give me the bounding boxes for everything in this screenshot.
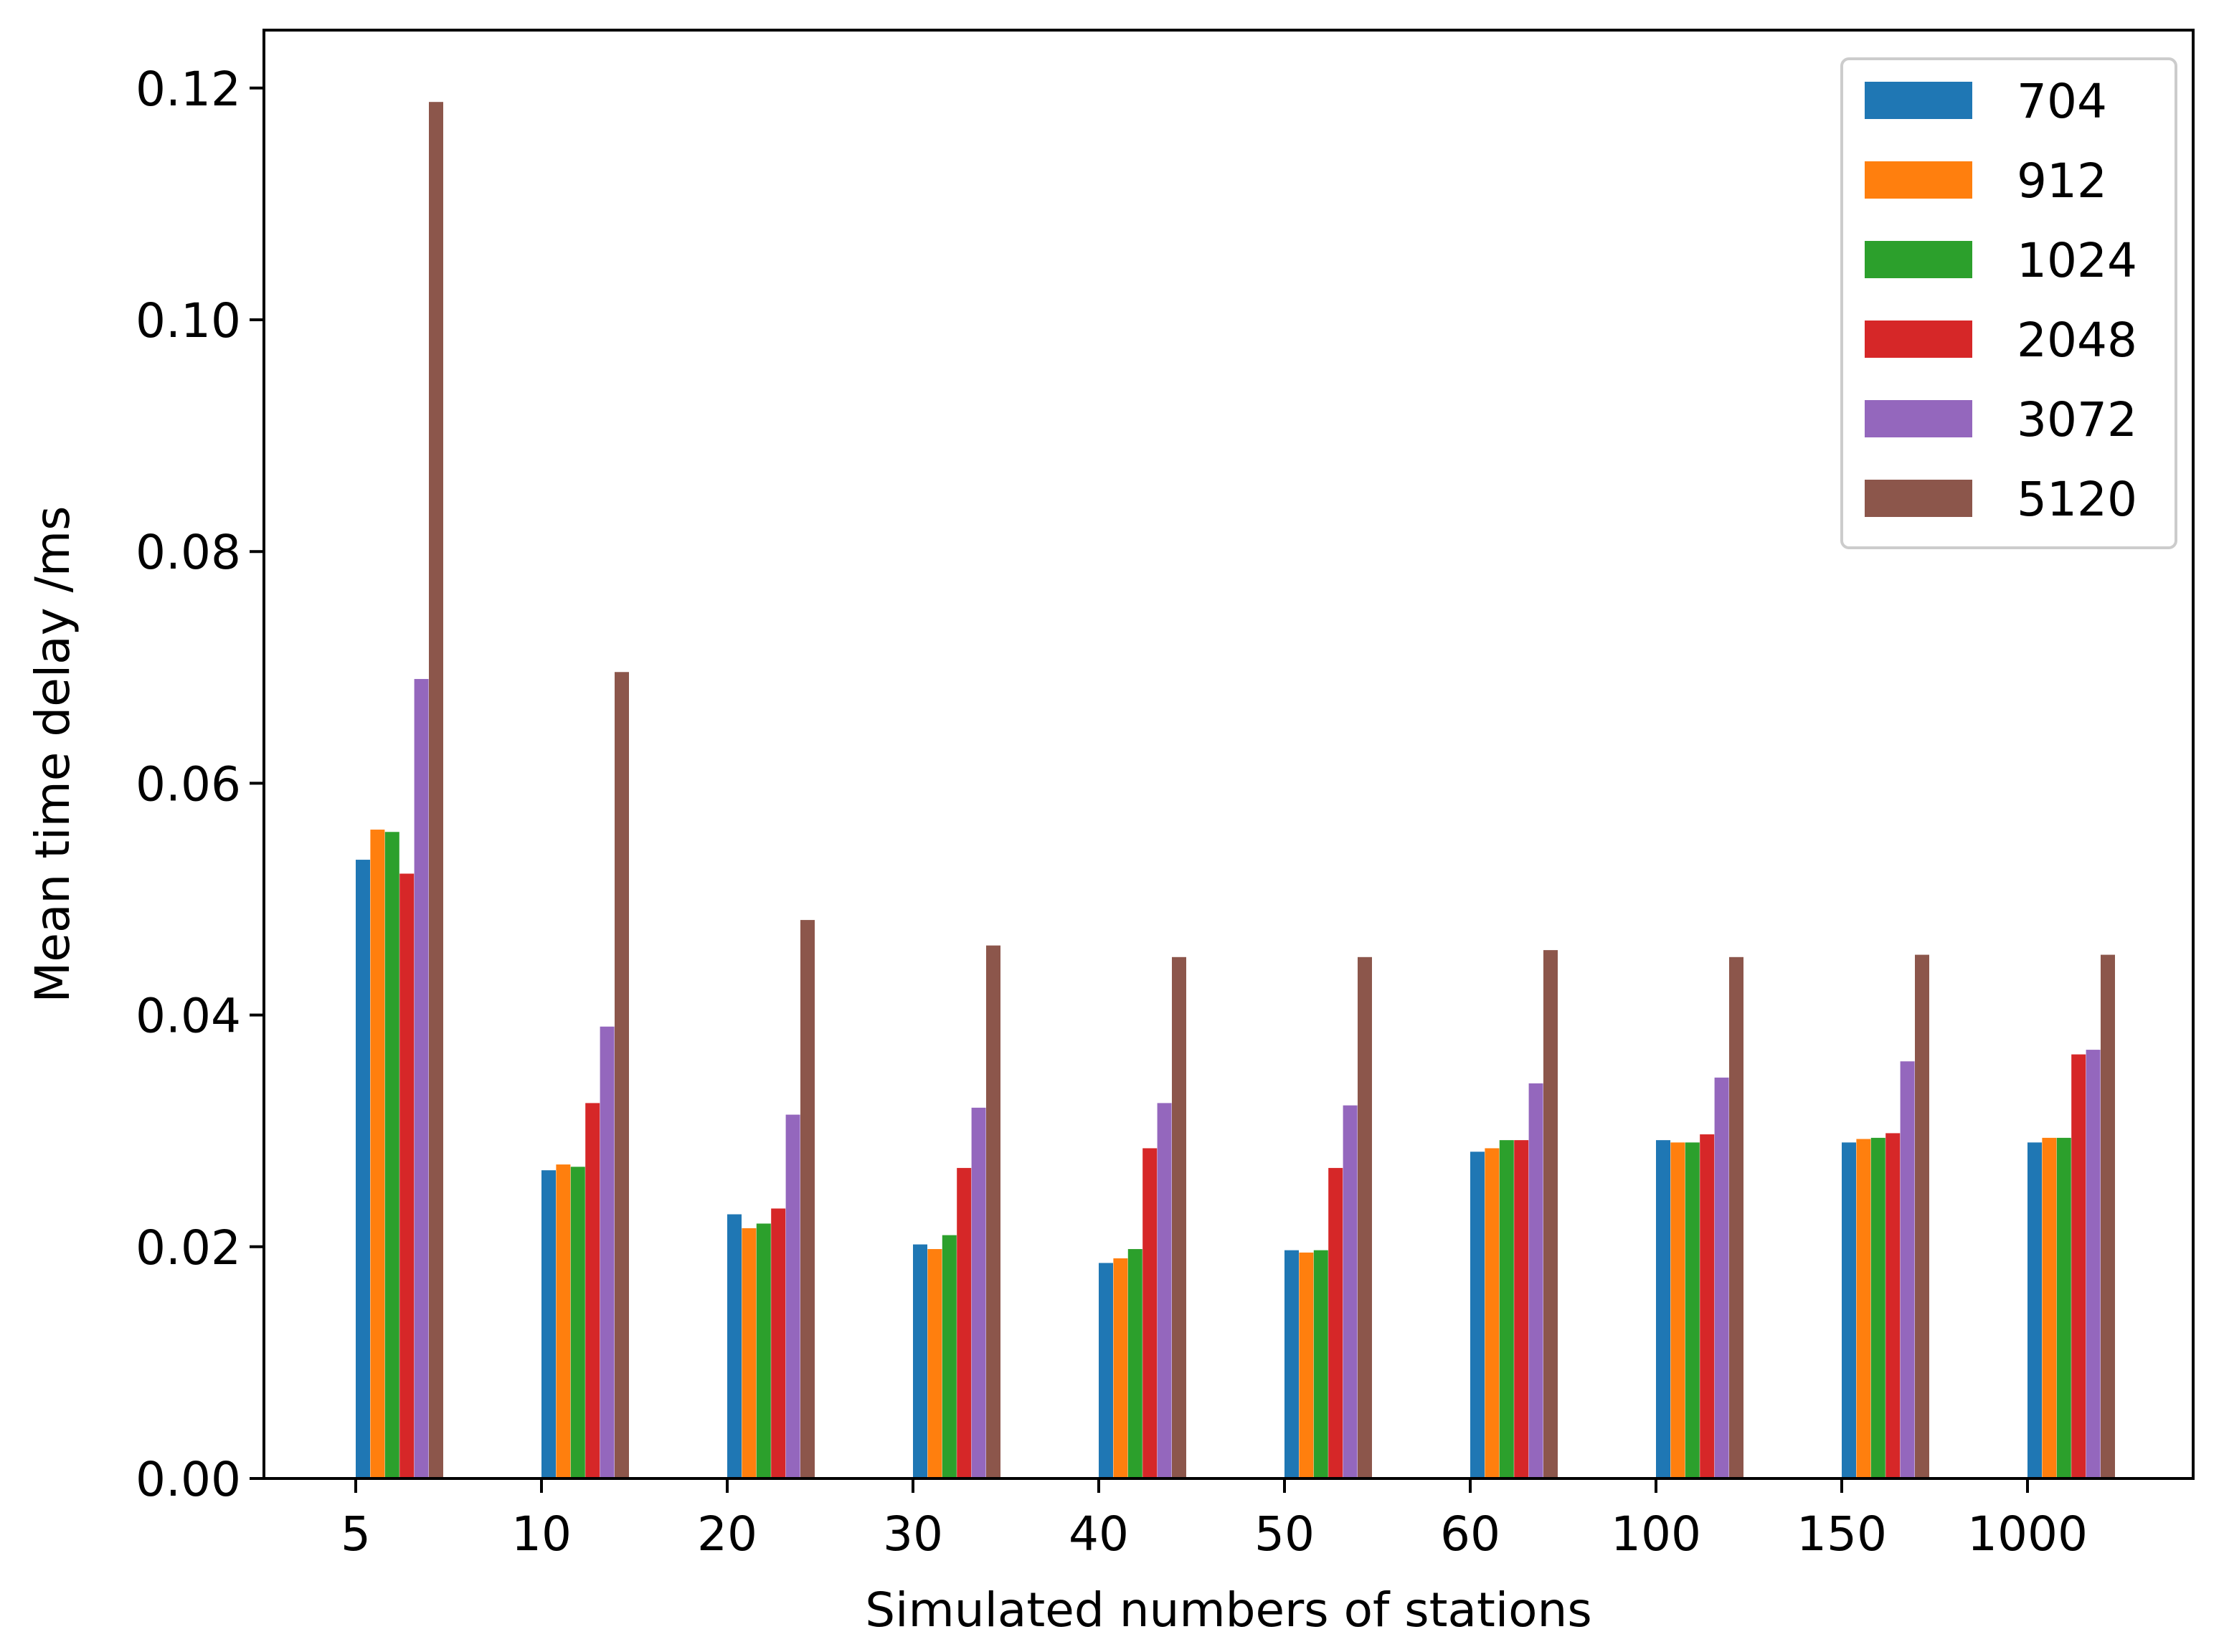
x-tick-label: 20	[697, 1506, 757, 1562]
bar-912-5	[370, 830, 385, 1478]
bar-3072-60	[1528, 1083, 1543, 1478]
bar-2048-30	[957, 1167, 972, 1478]
bar-704-60	[1470, 1152, 1485, 1478]
bar-912-40	[1113, 1258, 1128, 1478]
y-tick-label: 0.12	[136, 62, 241, 117]
legend-swatch-2048	[1865, 321, 1972, 358]
bar-912-1000	[2042, 1137, 2057, 1478]
bar-2048-5	[399, 873, 415, 1478]
bar-704-5	[356, 860, 370, 1478]
bar-2048-10	[585, 1103, 600, 1478]
bar-3072-30	[971, 1107, 986, 1478]
x-tick-label: 1000	[1967, 1506, 2088, 1562]
y-tick-label: 0.04	[136, 989, 241, 1044]
bar-704-100	[1656, 1140, 1670, 1478]
y-tick-label: 0.08	[136, 525, 241, 580]
bar-2048-100	[1700, 1134, 1715, 1478]
bar-5120-60	[1543, 950, 1558, 1478]
bar-2048-1000	[2071, 1054, 2086, 1478]
bar-704-150	[1842, 1142, 1856, 1478]
bar-5120-5	[429, 102, 443, 1478]
bar-1024-50	[1313, 1250, 1328, 1478]
bar-5120-30	[986, 945, 1000, 1478]
bar-1024-20	[756, 1223, 771, 1478]
bar-5120-1000	[2101, 954, 2115, 1478]
bar-5120-100	[1729, 956, 1743, 1478]
legend-label-1024: 1024	[2017, 233, 2137, 288]
bar-3072-10	[600, 1026, 615, 1478]
y-tick-label: 0.10	[136, 293, 241, 348]
bar-3072-1000	[2086, 1050, 2101, 1478]
x-tick-label: 5	[341, 1506, 371, 1562]
bar-1024-1000	[2056, 1137, 2071, 1478]
bar-704-40	[1099, 1263, 1113, 1478]
y-axis-label: Mean time delay /ms	[25, 505, 80, 1002]
bar-2048-50	[1328, 1167, 1343, 1478]
bar-704-1000	[2027, 1142, 2042, 1478]
bar-912-150	[1856, 1139, 1871, 1478]
x-tick-label: 60	[1440, 1506, 1500, 1562]
legend-label-2048: 2048	[2017, 313, 2137, 368]
bar-912-10	[556, 1164, 571, 1478]
bar-912-30	[927, 1249, 942, 1478]
bar-704-20	[727, 1214, 742, 1478]
bar-704-50	[1284, 1250, 1299, 1478]
x-axis-label: Simulated numbers of stations	[865, 1582, 1592, 1638]
bar-2048-20	[771, 1208, 786, 1478]
bar-704-10	[541, 1170, 556, 1478]
x-tick-label: 150	[1797, 1506, 1887, 1562]
legend-label-912: 912	[2017, 153, 2107, 209]
bar-5120-10	[615, 672, 629, 1479]
x-tick-label: 40	[1069, 1506, 1129, 1562]
bar-1024-60	[1499, 1140, 1514, 1478]
legend-label-5120: 5120	[2017, 472, 2137, 527]
bar-3072-100	[1714, 1077, 1729, 1478]
bar-3072-20	[785, 1114, 800, 1478]
y-tick-label: 0.06	[136, 756, 241, 812]
bar-1024-40	[1127, 1249, 1142, 1478]
y-tick-label: 0.02	[136, 1220, 241, 1276]
bar-3072-40	[1157, 1103, 1172, 1478]
bar-704-30	[913, 1244, 927, 1478]
legend-swatch-912	[1865, 161, 1972, 199]
legend-swatch-704	[1865, 82, 1972, 119]
bar-5120-50	[1358, 956, 1372, 1478]
y-tick-label: 0.00	[136, 1452, 241, 1507]
x-tick-label: 10	[511, 1506, 572, 1562]
bars-layer	[356, 102, 2115, 1479]
legend-label-3072: 3072	[2017, 392, 2137, 447]
bar-5120-40	[1172, 956, 1186, 1478]
bar-912-50	[1299, 1252, 1314, 1478]
bar-2048-40	[1142, 1148, 1158, 1478]
x-axis: 5 10 20 30 40 50 60 100 150 1000	[341, 1478, 2088, 1562]
y-axis: 0.00 0.02 0.04 0.06 0.08 0.10 0.12	[136, 62, 264, 1507]
bar-3072-5	[414, 678, 429, 1479]
bar-1024-30	[942, 1235, 957, 1478]
x-tick-label: 30	[883, 1506, 943, 1562]
bar-912-20	[742, 1228, 757, 1478]
legend-swatch-1024	[1865, 241, 1972, 278]
bar-5120-150	[1915, 954, 1929, 1478]
bar-3072-50	[1343, 1105, 1358, 1478]
legend-swatch-3072	[1865, 400, 1972, 437]
legend: 704 912 1024 2048 3072 5120	[1840, 57, 2177, 549]
x-tick-label: 100	[1611, 1506, 1701, 1562]
bar-3072-150	[1900, 1061, 1915, 1478]
legend-swatch-5120	[1865, 480, 1972, 517]
bar-912-60	[1485, 1148, 1500, 1478]
bar-2048-60	[1514, 1140, 1529, 1478]
legend-label-704: 704	[2017, 74, 2107, 129]
bar-912-100	[1670, 1142, 1685, 1478]
plot-frame	[262, 29, 2195, 1480]
bar-1024-5	[384, 832, 399, 1478]
bar-1024-10	[570, 1167, 585, 1478]
bar-5120-20	[800, 920, 815, 1478]
bar-1024-100	[1685, 1142, 1700, 1478]
x-tick-label: 50	[1254, 1506, 1315, 1562]
bar-1024-150	[1870, 1137, 1885, 1478]
bar-2048-150	[1885, 1133, 1901, 1478]
